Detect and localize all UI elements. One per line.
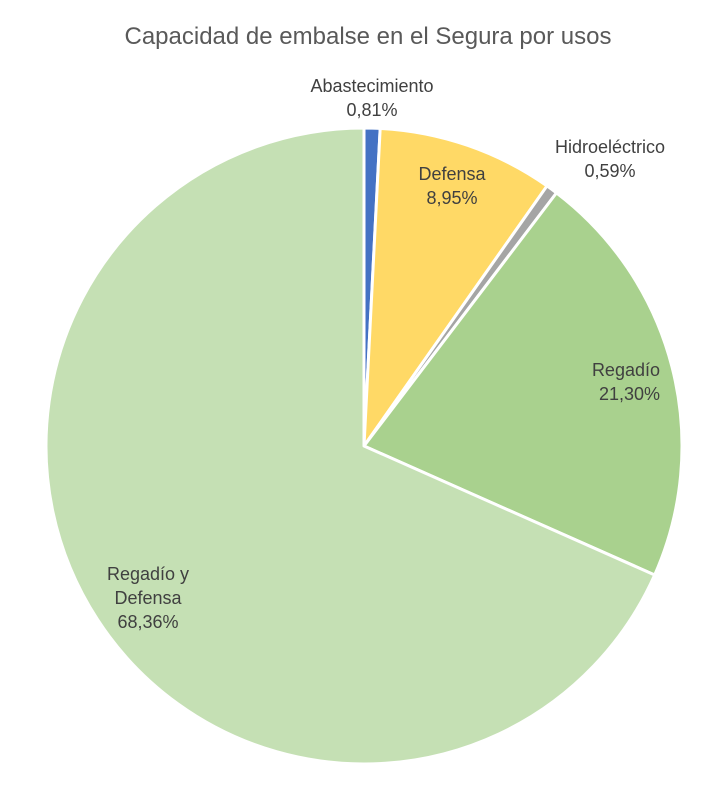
data-label-category: Regadío y: [107, 564, 189, 584]
pie-slice-5: [44, 126, 657, 766]
data-label-category: Abastecimiento: [310, 76, 433, 96]
data-label-2: Defensa 8,95%: [418, 164, 486, 208]
data-label-value: 68,36%: [117, 612, 178, 632]
data-labels: Abastecimiento 0,81% Defensa 8,95% Hidroeléc…: [107, 76, 665, 632]
data-label-value: 8,95%: [426, 188, 477, 208]
data-label-category: Defensa: [114, 588, 182, 608]
data-label-category: Regadío: [592, 360, 660, 380]
chart-title: Capacidad de embalse en el Segura por us…: [125, 23, 612, 50]
data-label-category: Defensa: [418, 164, 486, 184]
data-label-4: Regadío 21,30%: [592, 360, 660, 404]
pie-slices: [44, 126, 684, 766]
data-label-value: 0,59%: [584, 161, 635, 181]
data-label-1: Abastecimiento 0,81%: [310, 76, 433, 120]
data-label-value: 0,81%: [346, 100, 397, 120]
data-label-3: Hidroeléctrico 0,59%: [555, 137, 665, 181]
pie-slice-4: [362, 191, 684, 577]
data-label-value: 21,30%: [599, 384, 660, 404]
data-label-5: Regadío y Defensa 68,36%: [107, 564, 189, 632]
data-label-category: Hidroeléctrico: [555, 137, 665, 157]
pie-slice-2: [362, 126, 549, 448]
